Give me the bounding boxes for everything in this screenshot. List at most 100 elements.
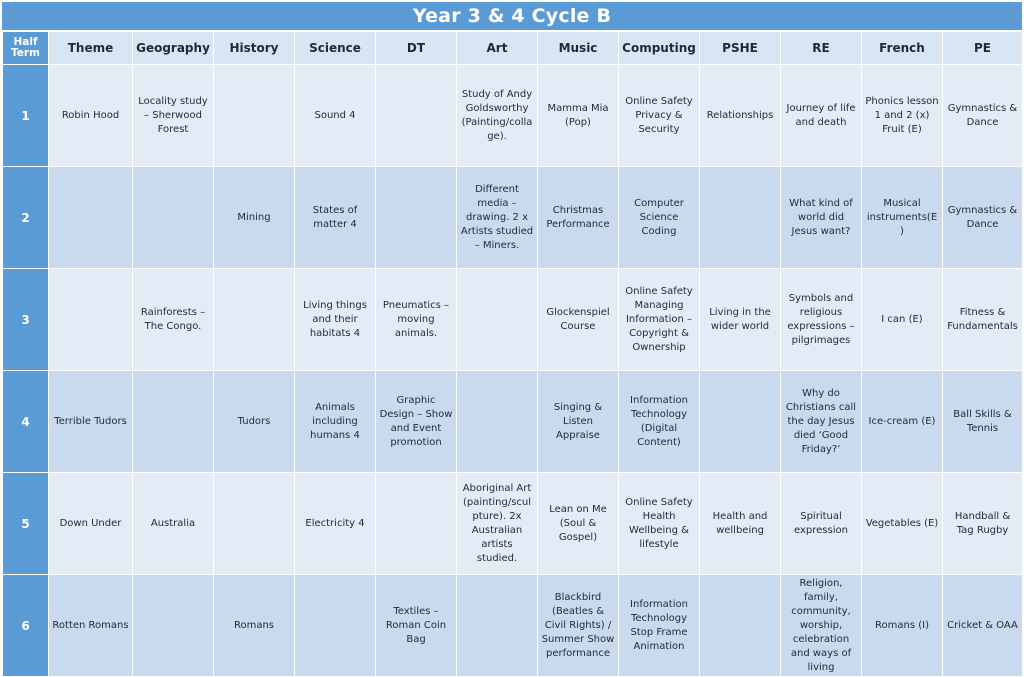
- table-cell: Health and wellbeing: [699, 472, 781, 575]
- table-cell: Christmas Performance: [537, 166, 619, 269]
- table-cell: Lean on Me (Soul & Gospel): [537, 472, 619, 575]
- table-cell: [375, 166, 457, 269]
- table-cell: Musical instruments(E): [861, 166, 943, 269]
- table-cell: Graphic Design – Show and Event promotio…: [375, 370, 457, 473]
- table-cell: Locality study – Sherwood Forest: [132, 64, 214, 167]
- half-term-number: 6: [2, 574, 49, 677]
- table-row: 2 Mining States of matter 4 Different media…: [2, 166, 1023, 269]
- half-term-number: 1: [2, 64, 49, 167]
- table-row: 1 Robin Hood Locality study – Sherwood For…: [2, 64, 1023, 167]
- table-cell: Singing & Listen Appraise: [537, 370, 619, 473]
- table-cell: Sound 4: [294, 64, 376, 167]
- curriculum-table: Half Term Theme Geography History Science DT A…: [2, 31, 1023, 677]
- table-cell: Study of Andy Goldsworthy (Painting/coll…: [456, 64, 538, 167]
- header-row: Half Term Theme Geography History Science DT A…: [2, 31, 1023, 65]
- column-header-half-term: Half Term: [2, 31, 49, 65]
- table-cell: [132, 574, 214, 677]
- table-cell: Ice-cream (E): [861, 370, 943, 473]
- column-header-history: History: [213, 31, 295, 65]
- table-cell: Information Technology (Digital Content): [618, 370, 700, 473]
- column-header-dt: DT: [375, 31, 457, 65]
- table-cell: Blackbird (Beatles & Civil Rights) / Sum…: [537, 574, 619, 677]
- table-cell: Glockenspiel Course: [537, 268, 619, 371]
- table-cell: Robin Hood: [48, 64, 133, 167]
- table-cell: What kind of world did Jesus want?: [780, 166, 862, 269]
- table-cell: Ball Skills & Tennis: [942, 370, 1023, 473]
- table-cell: Rotten Romans: [48, 574, 133, 677]
- table-cell: Online Safety Privacy & Security: [618, 64, 700, 167]
- table-cell: Online Safety Health Wellbeing & lifesty…: [618, 472, 700, 575]
- table-row: 4 Terrible Tudors Tudors Animals including …: [2, 370, 1023, 473]
- table-cell: Mining: [213, 166, 295, 269]
- table-cell: Why do Christians call the day Jesus die…: [780, 370, 862, 473]
- column-header-computing: Computing: [618, 31, 700, 65]
- table-cell: Fitness & Fundamentals: [942, 268, 1023, 371]
- page-title: Year 3 & 4 Cycle B: [2, 2, 1022, 31]
- column-header-theme: Theme: [48, 31, 133, 65]
- table-cell: Spiritual expression: [780, 472, 862, 575]
- table-cell: [456, 268, 538, 371]
- table-cell: Vegetables (E): [861, 472, 943, 575]
- half-term-number: 5: [2, 472, 49, 575]
- table-cell: Australia: [132, 472, 214, 575]
- table-cell: Down Under: [48, 472, 133, 575]
- table-body: 1 Robin Hood Locality study – Sherwood For…: [2, 64, 1023, 677]
- table-cell: Pneumatics – moving animals.: [375, 268, 457, 371]
- table-cell: Gymnastics & Dance: [942, 166, 1023, 269]
- table-cell: Computer Science Coding: [618, 166, 700, 269]
- table-row: 6 Rotten Romans Romans Textiles – Roman Coi…: [2, 574, 1023, 677]
- table-cell: Romans (I): [861, 574, 943, 677]
- table-cell: Phonics lesson 1 and 2 (x) Fruit (E): [861, 64, 943, 167]
- table-cell: [132, 370, 214, 473]
- table-cell: Electricity 4: [294, 472, 376, 575]
- table-cell: Romans: [213, 574, 295, 677]
- column-header-pe: PE: [942, 31, 1023, 65]
- table-cell: Mamma Mia (Pop): [537, 64, 619, 167]
- half-term-number: 4: [2, 370, 49, 473]
- table-cell: [213, 472, 295, 575]
- table-cell: [699, 574, 781, 677]
- table-cell: [456, 574, 538, 677]
- table-cell: Information Technology Stop Frame Animat…: [618, 574, 700, 677]
- table-cell: Online Safety Managing Information – Cop…: [618, 268, 700, 371]
- column-header-art: Art: [456, 31, 538, 65]
- table-cell: Living things and their habitats 4: [294, 268, 376, 371]
- table-row: 3 Rainforests – The Congo. Living things a…: [2, 268, 1023, 371]
- table-cell: I can (E): [861, 268, 943, 371]
- table-cell: [213, 268, 295, 371]
- table-cell: [48, 166, 133, 269]
- half-term-number: 2: [2, 166, 49, 269]
- table-cell: [213, 64, 295, 167]
- table-cell: Different media – drawing. 2 x Artists s…: [456, 166, 538, 269]
- table-cell: [375, 472, 457, 575]
- table-cell: [48, 268, 133, 371]
- table-cell: Gymnastics & Dance: [942, 64, 1023, 167]
- table-cell: Terrible Tudors: [48, 370, 133, 473]
- table-cell: [456, 370, 538, 473]
- column-header-music: Music: [537, 31, 619, 65]
- table-cell: Religion, family, community, worship, ce…: [780, 574, 862, 677]
- table-cell: [294, 574, 376, 677]
- table-cell: Rainforests – The Congo.: [132, 268, 214, 371]
- table-cell: Cricket & OAA: [942, 574, 1023, 677]
- table-cell: [699, 370, 781, 473]
- table-cell: [375, 64, 457, 167]
- column-header-re: RE: [780, 31, 862, 65]
- table-cell: Tudors: [213, 370, 295, 473]
- table-row: 5 Down Under Australia Electricity 4 Aborigi…: [2, 472, 1023, 575]
- column-header-geography: Geography: [132, 31, 214, 65]
- table-cell: [132, 166, 214, 269]
- table-cell: Handball & Tag Rugby: [942, 472, 1023, 575]
- table-cell: Aboriginal Art (painting/sculpture). 2x …: [456, 472, 538, 575]
- table-cell: Textiles – Roman Coin Bag: [375, 574, 457, 677]
- column-header-pshe: PSHE: [699, 31, 781, 65]
- half-term-number: 3: [2, 268, 49, 371]
- table-cell: Journey of life and death: [780, 64, 862, 167]
- column-header-science: Science: [294, 31, 376, 65]
- table-cell: Symbols and religious expressions – pilg…: [780, 268, 862, 371]
- table-cell: Animals including humans 4: [294, 370, 376, 473]
- table-cell: Living in the wider world: [699, 268, 781, 371]
- table-cell: Relationships: [699, 64, 781, 167]
- column-header-french: French: [861, 31, 943, 65]
